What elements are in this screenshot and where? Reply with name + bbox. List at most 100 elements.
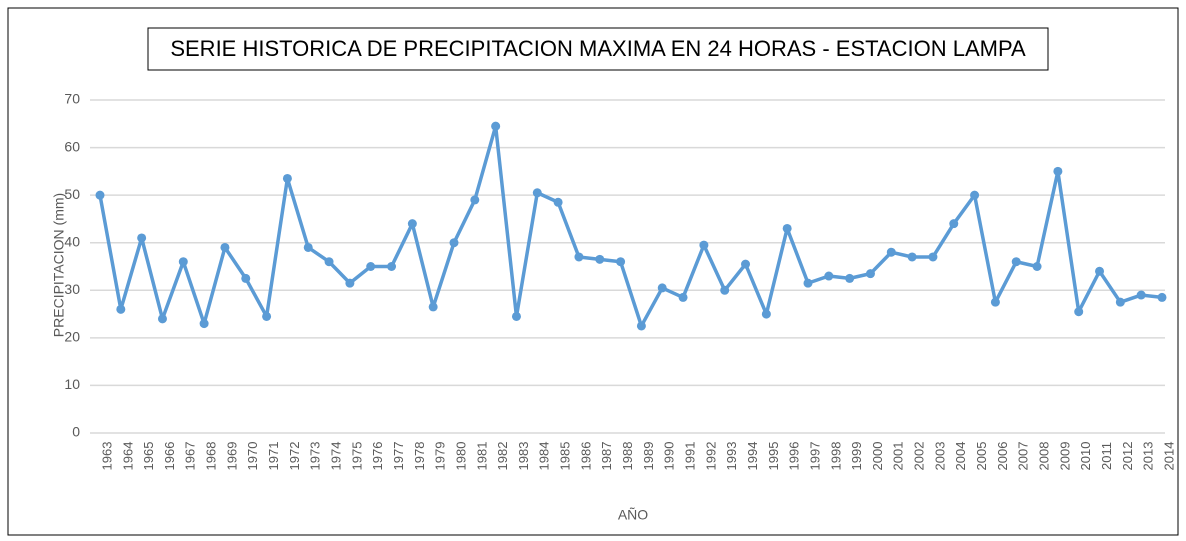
x-tick-label: 2013 bbox=[1141, 442, 1156, 471]
point bbox=[137, 233, 147, 243]
x-tick-label: 1999 bbox=[849, 442, 864, 471]
point bbox=[366, 262, 376, 271]
point bbox=[387, 262, 397, 271]
x-tick-label: 1983 bbox=[516, 442, 531, 471]
x-tick-label: 2012 bbox=[1120, 442, 1135, 471]
x-tick-label: 1973 bbox=[308, 442, 323, 471]
point bbox=[657, 283, 667, 293]
point bbox=[303, 242, 313, 252]
y-tick-label: 40 bbox=[64, 233, 80, 249]
y-tick-label: 60 bbox=[64, 138, 80, 154]
x-tick-label: 2010 bbox=[1078, 442, 1093, 471]
x-tick-label: 2002 bbox=[912, 442, 927, 471]
x-tick-label: 1987 bbox=[599, 442, 614, 471]
x-tick-label: 2004 bbox=[953, 442, 968, 471]
x-tick-label: 1972 bbox=[287, 442, 302, 471]
x-tick-label: 1993 bbox=[724, 442, 739, 471]
point bbox=[116, 304, 126, 314]
point bbox=[1136, 290, 1146, 300]
point bbox=[761, 309, 771, 319]
x-tick-label: 2007 bbox=[1016, 442, 1031, 471]
point bbox=[1115, 297, 1125, 307]
point bbox=[865, 269, 875, 279]
title-box bbox=[147, 27, 1049, 71]
x-tick-label: 2014 bbox=[1161, 442, 1176, 471]
point bbox=[199, 319, 209, 329]
x-tick-label: 1978 bbox=[412, 442, 427, 471]
point bbox=[1053, 166, 1063, 176]
point bbox=[616, 257, 626, 267]
x-tick-label: 1974 bbox=[328, 442, 343, 471]
point bbox=[178, 257, 188, 267]
x-tick-label: 1997 bbox=[807, 442, 822, 471]
point bbox=[845, 273, 855, 283]
point bbox=[886, 247, 896, 257]
y-tick-label: 70 bbox=[64, 91, 80, 107]
x-tick-label: 1971 bbox=[266, 442, 281, 471]
x-tick-label: 1980 bbox=[453, 442, 468, 471]
point bbox=[157, 314, 167, 324]
point bbox=[636, 321, 646, 331]
x-tick-label: 2000 bbox=[870, 442, 885, 471]
point bbox=[220, 242, 230, 252]
x-tick-label: 1988 bbox=[620, 442, 635, 471]
x-tick-label: 1982 bbox=[495, 442, 510, 471]
x-tick-label: 1986 bbox=[578, 442, 593, 471]
point bbox=[574, 252, 584, 262]
point bbox=[1074, 307, 1084, 317]
point bbox=[595, 254, 605, 264]
x-tick-label: 1994 bbox=[745, 442, 760, 471]
point bbox=[1011, 257, 1021, 267]
point bbox=[241, 273, 251, 283]
x-tick-label: 1981 bbox=[474, 442, 489, 471]
x-tick-label: 1968 bbox=[204, 442, 219, 471]
x-tick-label: 1998 bbox=[828, 442, 843, 471]
point bbox=[824, 271, 834, 281]
chart-title: SERIE HISTORICA DE PRECIPITACION MAXIMA … bbox=[170, 36, 1026, 61]
x-tick-label: 2008 bbox=[1036, 442, 1051, 471]
x-tick-label: 1975 bbox=[349, 442, 364, 471]
point bbox=[449, 238, 459, 248]
y-tick-label: 0 bbox=[72, 424, 80, 440]
x-tick-label: 1964 bbox=[120, 442, 135, 471]
x-tick-label: 1992 bbox=[703, 442, 718, 471]
point bbox=[990, 297, 1000, 307]
x-tick-label: 1996 bbox=[787, 442, 802, 471]
point bbox=[720, 285, 730, 295]
line bbox=[98, 124, 1163, 328]
x-tick-label: 1963 bbox=[99, 442, 114, 471]
y-tick-label: 20 bbox=[64, 329, 80, 345]
chart-border bbox=[7, 7, 1179, 536]
y-axis-label: PRECIPITACION (mm) bbox=[51, 193, 67, 337]
point bbox=[511, 311, 521, 321]
point bbox=[553, 197, 563, 207]
point bbox=[324, 257, 334, 267]
x-tick-label: 1979 bbox=[433, 442, 448, 471]
point bbox=[928, 252, 938, 262]
x-tick-label: 2009 bbox=[1057, 442, 1072, 471]
point bbox=[1032, 262, 1042, 271]
x-tick-label: 1995 bbox=[766, 442, 781, 471]
x-tick-label: 1985 bbox=[558, 442, 573, 471]
point bbox=[949, 219, 959, 229]
point bbox=[282, 173, 292, 183]
point bbox=[95, 190, 105, 200]
point bbox=[678, 292, 688, 302]
x-tick-label: 1976 bbox=[370, 442, 385, 471]
x-tick-label: 1967 bbox=[183, 442, 198, 471]
x-tick-label: 1989 bbox=[641, 442, 656, 471]
x-axis-label: AÑO bbox=[618, 507, 648, 523]
x-tick-label: 1990 bbox=[662, 442, 677, 471]
point bbox=[782, 223, 792, 233]
x-tick-label: 2011 bbox=[1099, 442, 1114, 470]
point bbox=[345, 278, 355, 288]
point bbox=[491, 121, 501, 131]
point bbox=[1157, 292, 1167, 302]
point bbox=[407, 219, 417, 229]
x-tick-label: 1984 bbox=[537, 442, 552, 471]
y-tick-label: 50 bbox=[64, 186, 80, 202]
x-tick-label: 1969 bbox=[224, 442, 239, 471]
point bbox=[428, 302, 438, 312]
x-tick-label: 2001 bbox=[891, 442, 906, 471]
